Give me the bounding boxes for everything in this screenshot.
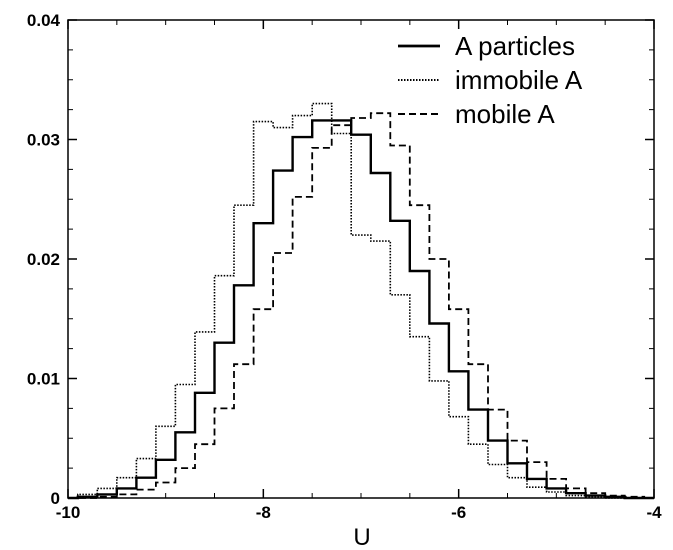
legend: A particles immobile A mobile A bbox=[398, 31, 583, 129]
y-tick-label: 0 bbox=[51, 489, 60, 508]
x-tick-label: -8 bbox=[256, 503, 271, 522]
y-axis: 0 0.01 0.02 0.03 0.04 bbox=[27, 11, 654, 508]
series-group bbox=[68, 102, 654, 500]
series-immobile-a bbox=[68, 102, 654, 499]
x-tick-label: -4 bbox=[646, 503, 662, 522]
legend-label: immobile A bbox=[455, 65, 583, 95]
series-a-particles bbox=[68, 119, 654, 500]
y-tick-label: 0.02 bbox=[27, 250, 60, 269]
x-tick-label: -10 bbox=[56, 503, 81, 522]
legend-label: mobile A bbox=[455, 99, 555, 129]
x-axis: -10 -8 -6 -4 bbox=[56, 20, 662, 522]
y-tick-label: 0.01 bbox=[27, 370, 60, 389]
x-axis-label: U bbox=[353, 524, 370, 550]
series-mobile-a bbox=[68, 112, 654, 499]
y-tick-label: 0.04 bbox=[27, 11, 61, 30]
y-tick-label: 0.03 bbox=[27, 131, 60, 150]
legend-label: A particles bbox=[455, 31, 575, 61]
x-tick-label: -6 bbox=[451, 503, 466, 522]
